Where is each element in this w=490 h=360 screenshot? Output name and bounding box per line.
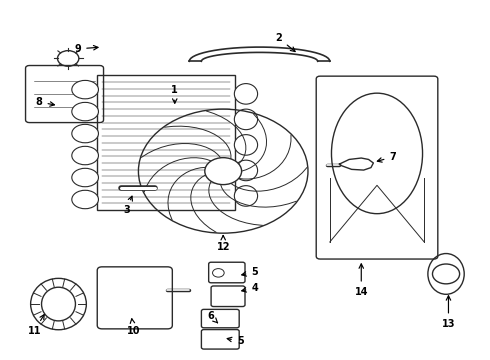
Text: 5: 5 <box>242 267 258 277</box>
Bar <box>97 76 235 210</box>
Text: 2: 2 <box>275 33 295 51</box>
Text: 9: 9 <box>74 44 98 54</box>
Text: 10: 10 <box>127 319 140 336</box>
Ellipse shape <box>234 109 258 130</box>
Text: 7: 7 <box>377 152 396 162</box>
Ellipse shape <box>72 80 98 99</box>
Text: 5: 5 <box>227 336 244 346</box>
Ellipse shape <box>72 190 98 209</box>
Text: 6: 6 <box>208 311 218 323</box>
Text: 12: 12 <box>217 235 230 252</box>
Text: 14: 14 <box>355 264 368 297</box>
Ellipse shape <box>72 168 98 187</box>
Ellipse shape <box>234 135 258 155</box>
Ellipse shape <box>72 102 98 121</box>
Text: 1: 1 <box>172 85 178 103</box>
Text: 13: 13 <box>441 296 455 329</box>
Text: 8: 8 <box>36 97 54 107</box>
Text: 11: 11 <box>27 315 44 336</box>
Ellipse shape <box>234 186 258 206</box>
Ellipse shape <box>234 160 258 181</box>
Text: 3: 3 <box>123 196 132 215</box>
Ellipse shape <box>72 124 98 143</box>
Ellipse shape <box>234 84 258 104</box>
Circle shape <box>205 158 242 185</box>
Text: 4: 4 <box>242 283 258 293</box>
Ellipse shape <box>72 146 98 165</box>
